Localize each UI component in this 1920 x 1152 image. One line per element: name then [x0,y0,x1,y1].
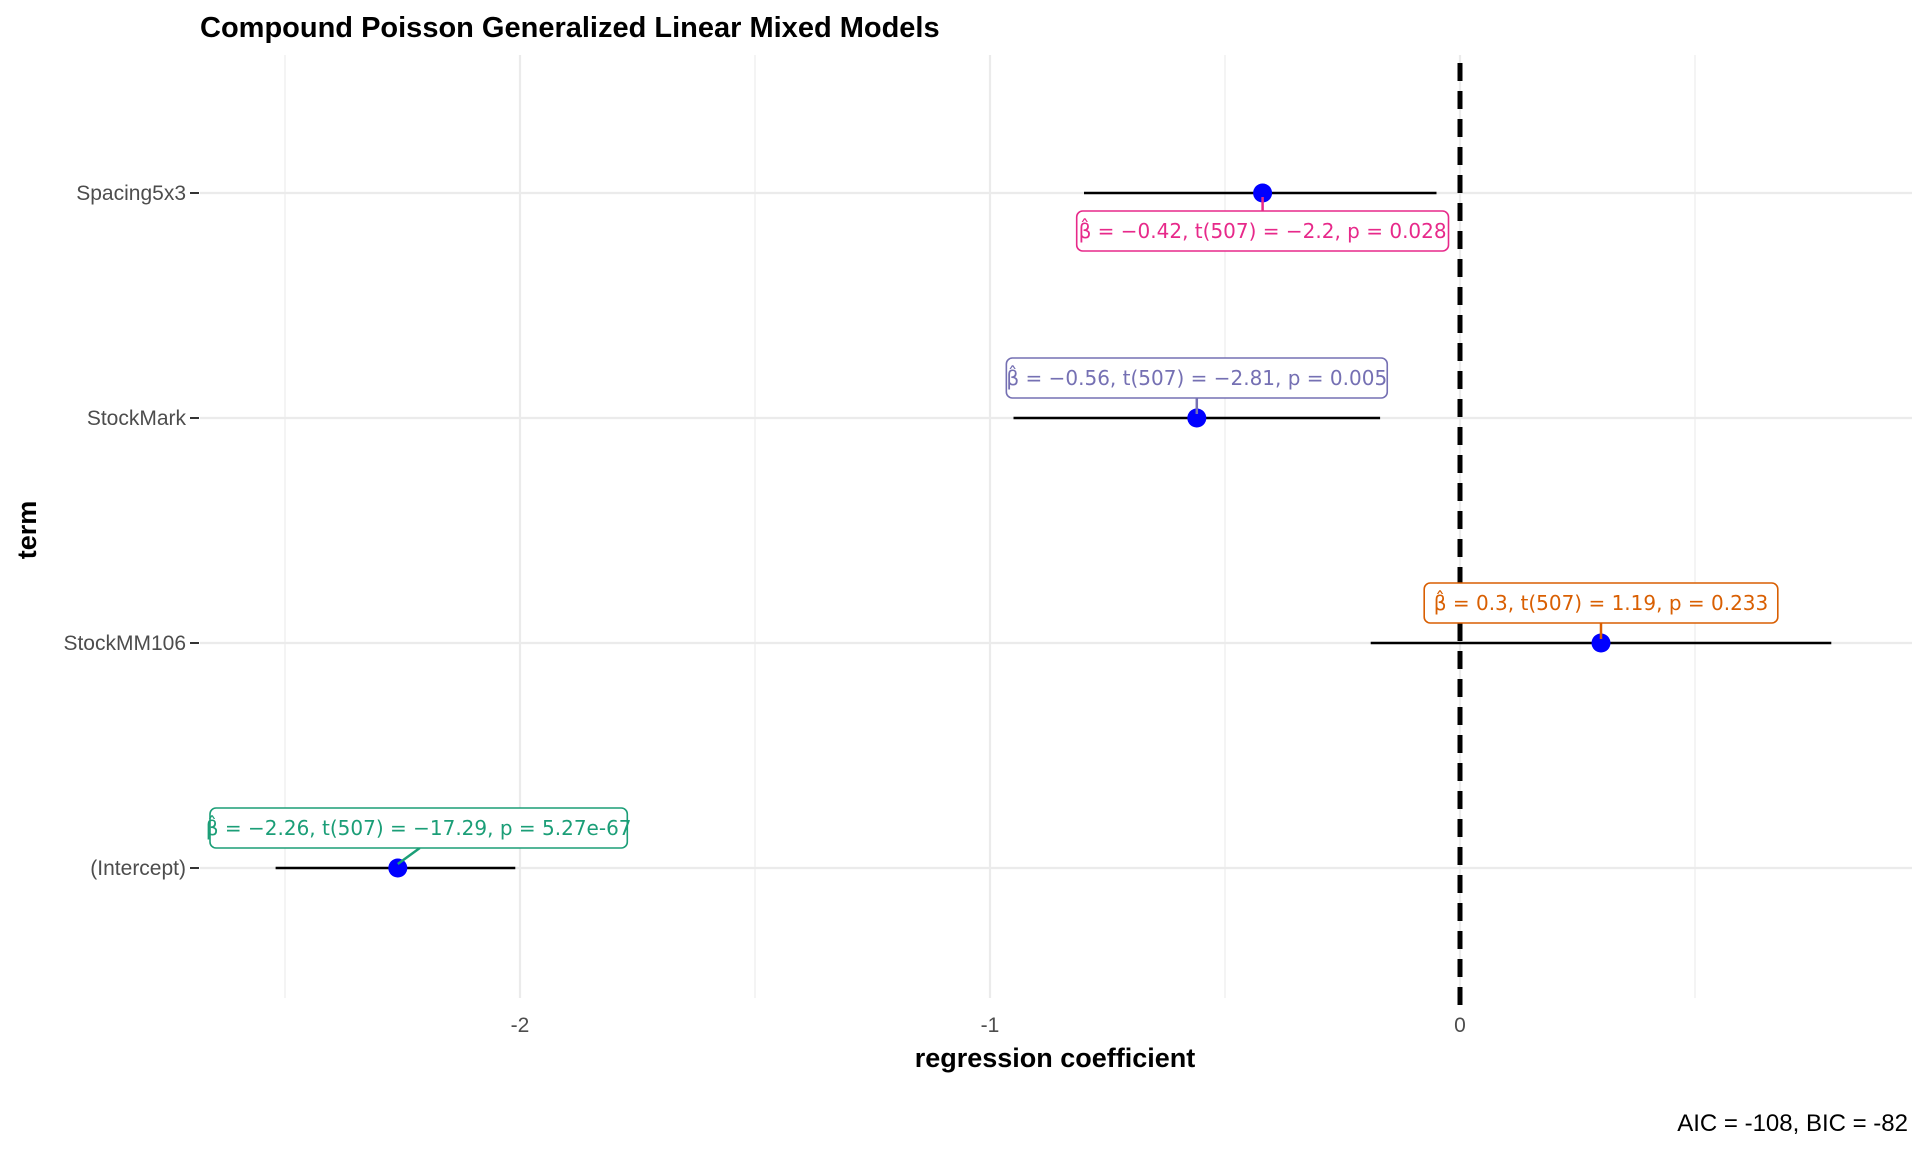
y-tick-label: (Intercept) [90,857,186,880]
stat-label-text: β̂ = −2.26, t(507) = −17.29, p = 5.27e-6… [206,815,632,840]
stat-label-box [1005,357,1389,399]
data-layer [275,183,1832,878]
estimate-point [388,858,408,878]
chart-caption: AIC = -108, BIC = -82 [1677,1110,1908,1137]
stat-label-text: β̂ = −0.42, t(507) = −2.2, p = 0.028 [1079,218,1447,243]
axis-layer: -2 -1 0 Spacing5x3 StockMark StockMM106 (Inter… [63,182,1465,1037]
stat-label-box [209,807,629,849]
estimate-point [1591,633,1611,653]
stat-label-box [1075,210,1450,252]
x-tick-label: 0 [1454,1014,1466,1037]
label-leader [397,846,421,866]
x-tick-label: -2 [511,1014,530,1037]
y-tick-label: Spacing5x3 [76,182,186,205]
x-tick-label: -1 [981,1014,1000,1037]
estimate-point [1187,408,1207,428]
y-tick-label: StockMM106 [63,632,186,655]
chart-title: Compound Poisson Generalized Linear Mixe… [200,12,940,44]
y-axis-title: term [12,501,42,560]
x-axis-title: regression coefficient [915,1043,1196,1073]
y-tick-label: StockMark [87,407,187,430]
label-layer: β̂ = −0.42, t(507) = −2.2, p = 0.028 β̂ =… [206,197,1779,866]
stat-label-text: β̂ = −0.56, t(507) = −2.81, p = 0.005 [1006,365,1387,390]
stat-label-box [1423,582,1779,624]
estimate-point [1253,183,1273,203]
stat-label-text: β̂ = 0.3, t(507) = 1.19, p = 0.233 [1434,590,1769,615]
